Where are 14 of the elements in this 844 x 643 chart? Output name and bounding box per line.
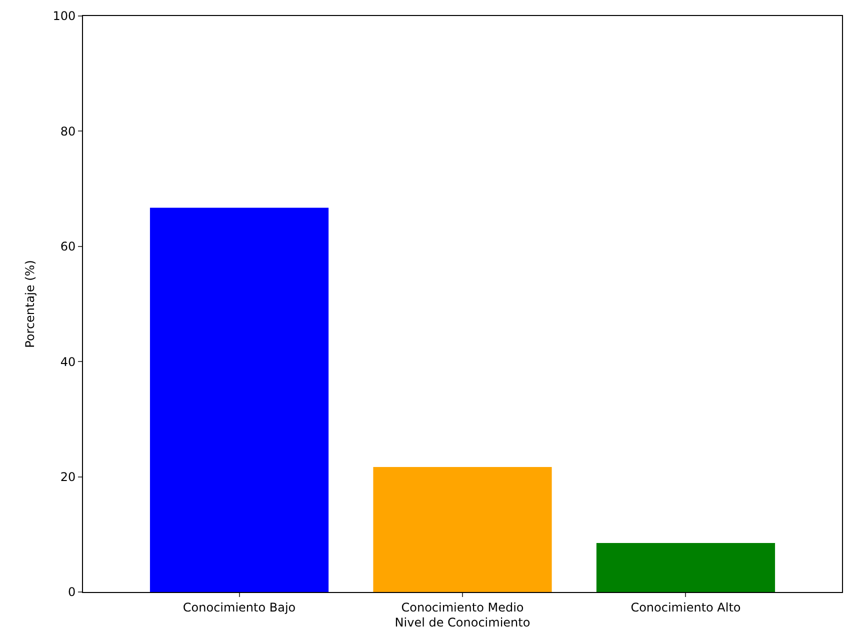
y-axis-title: Porcentaje (%) [22, 260, 37, 348]
bar [150, 208, 329, 592]
y-tick-label: 60 [60, 240, 76, 254]
y-tick-label: 0 [68, 585, 76, 600]
y-tick-label: 20 [60, 470, 76, 484]
x-tick-label: Conocimiento Bajo [182, 600, 296, 614]
bar [596, 543, 776, 592]
bar [373, 467, 552, 592]
x-tick-label: Conocimiento Alto [630, 600, 741, 614]
x-tick-label: Conocimiento Medio [401, 600, 524, 614]
y-tick-label: 40 [60, 354, 76, 369]
y-tick-label: 80 [60, 124, 76, 138]
y-tick-label: 100 [52, 9, 76, 24]
x-axis-title: Nivel de Conocimiento [394, 615, 530, 630]
